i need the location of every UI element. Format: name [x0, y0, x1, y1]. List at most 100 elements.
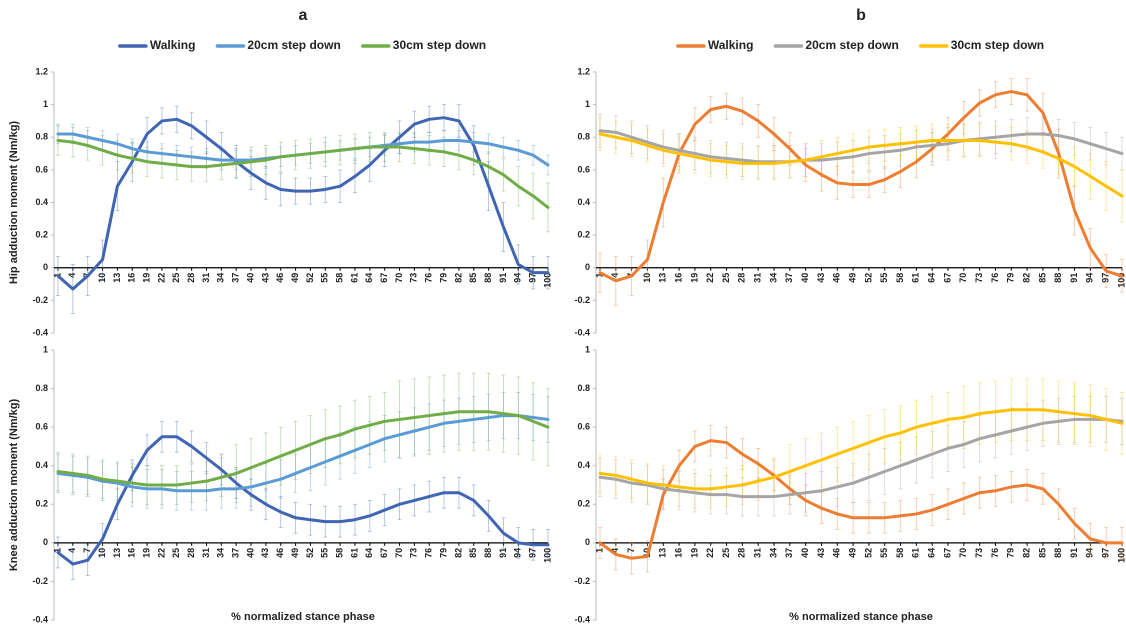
x-tick-label: 43 [816, 273, 826, 283]
x-tick-label: 4 [67, 273, 77, 278]
y-tick-label: 0 [43, 537, 48, 547]
x-tick-label: 91 [498, 273, 508, 283]
y-tick-label: 0.8 [35, 383, 48, 393]
x-tick-label: 64 [364, 273, 374, 283]
y-tick-label: 0.4 [577, 460, 590, 470]
y-tick-label: 0.6 [577, 422, 590, 432]
series-line [598, 417, 1124, 499]
series-line [598, 129, 1124, 164]
x-tick-label: 67 [942, 273, 952, 283]
x-tick-label: 28 [737, 548, 747, 558]
y-tick-label: 1 [585, 344, 590, 354]
y-tick-label: 0.2 [35, 499, 48, 509]
x-tick-label: 97 [1101, 548, 1111, 558]
x-tick-label: 7 [82, 548, 92, 553]
x-tick-label: 37 [231, 548, 241, 558]
x-tick-label: 91 [1069, 548, 1079, 558]
series-line [56, 139, 550, 209]
x-tick-label: 97 [528, 273, 538, 283]
y-tick-label: -0.2 [574, 295, 590, 305]
x-tick-label: 13 [112, 273, 122, 283]
x-tick-label: 28 [737, 273, 747, 283]
x-tick-label: 67 [942, 548, 952, 558]
x-tick-label: 22 [705, 548, 715, 558]
x-tick-label: 19 [141, 273, 151, 283]
x-tick-label: 37 [231, 273, 241, 283]
x-tick-label: 49 [290, 273, 300, 283]
x-tick-label: 16 [127, 548, 137, 558]
x-tick-label: 25 [721, 548, 731, 558]
x-tick-label: 85 [468, 273, 478, 283]
x-tick-label: 46 [275, 273, 285, 283]
y-axis-title: Knee adduction moment (Nm/kg) [8, 398, 20, 571]
series-line [56, 435, 550, 566]
x-tick-label: 100 [1116, 273, 1126, 288]
x-tick-label: 37 [784, 548, 794, 558]
x-tick-label: 73 [974, 273, 984, 283]
x-tick-label: 16 [673, 273, 683, 283]
x-tick-label: 85 [1037, 548, 1047, 558]
x-tick-label: 64 [927, 548, 937, 558]
x-tick-label: 70 [958, 548, 968, 558]
x-tick-label: 46 [832, 548, 842, 558]
x-tick-label: 61 [349, 273, 359, 283]
y-tick-label: 1.2 [577, 66, 590, 76]
x-tick-label: 46 [832, 273, 842, 283]
x-tick-label: 58 [334, 548, 344, 558]
x-tick-label: 13 [112, 548, 122, 558]
x-tick-label: 67 [379, 548, 389, 558]
x-tick-label: 94 [513, 548, 523, 558]
x-tick-label: 79 [1006, 548, 1016, 558]
x-tick-label: 82 [453, 273, 463, 283]
x-tick-label: 61 [911, 273, 921, 283]
y-tick-label: 1 [43, 99, 48, 109]
x-tick-label: 19 [689, 548, 699, 558]
x-tick-label: 70 [394, 548, 404, 558]
x-tick-label: 25 [721, 273, 731, 283]
x-tick-label: 58 [895, 548, 905, 558]
x-tick-label: 76 [990, 548, 1000, 558]
x-tick-label: 100 [542, 548, 552, 563]
x-tick-label: 88 [1053, 548, 1063, 558]
y-tick-label: 0.8 [577, 383, 590, 393]
x-tick-label: 7 [626, 548, 636, 553]
y-tick-label: -0.4 [574, 614, 590, 624]
x-tick-label: 94 [1085, 548, 1095, 558]
legend-label: 20cm step down [805, 38, 898, 52]
y-tick-label: 0 [43, 262, 48, 272]
y-tick-label: -0.2 [32, 295, 48, 305]
x-tick-label: 40 [245, 548, 255, 558]
y-tick-label: 0.6 [577, 164, 590, 174]
x-tick-label: 22 [156, 548, 166, 558]
x-tick-label: 1 [52, 548, 62, 553]
x-tick-label: 34 [216, 273, 226, 283]
x-tick-label: 52 [305, 548, 315, 558]
x-tick-label: 34 [768, 548, 778, 558]
legend-label: 30cm step down [393, 38, 486, 52]
y-tick-label: 0.2 [577, 230, 590, 240]
series-line [598, 408, 1124, 491]
x-tick-label: 31 [201, 548, 211, 558]
x-tick-label: 64 [364, 548, 374, 558]
x-tick-label: 49 [290, 548, 300, 558]
x-tick-label: 52 [305, 273, 315, 283]
x-tick-label: 94 [513, 273, 523, 283]
x-tick-label: 88 [1053, 273, 1063, 283]
x-tick-label: 55 [879, 273, 889, 283]
series-line [56, 116, 550, 291]
x-tick-label: 85 [1037, 273, 1047, 283]
x-tick-label: 40 [800, 273, 810, 283]
x-tick-label: 100 [1116, 548, 1126, 563]
y-tick-label: 0.2 [577, 499, 590, 509]
x-tick-label: 55 [879, 548, 889, 558]
legend-label: Walking [150, 38, 196, 52]
x-tick-label: 85 [468, 548, 478, 558]
x-tick-label: 97 [1101, 273, 1111, 283]
x-tick-label: 4 [610, 548, 620, 553]
x-tick-label: 40 [245, 273, 255, 283]
x-tick-label: 40 [800, 548, 810, 558]
x-tick-label: 43 [260, 548, 270, 558]
y-tick-label: 0.6 [35, 422, 48, 432]
y-tick-label: 1 [43, 344, 48, 354]
x-tick-label: 10 [97, 548, 107, 558]
